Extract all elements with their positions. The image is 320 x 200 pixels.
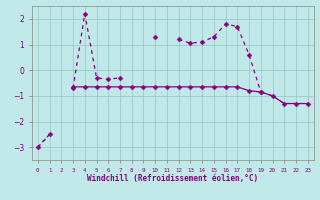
X-axis label: Windchill (Refroidissement éolien,°C): Windchill (Refroidissement éolien,°C) <box>87 174 258 183</box>
